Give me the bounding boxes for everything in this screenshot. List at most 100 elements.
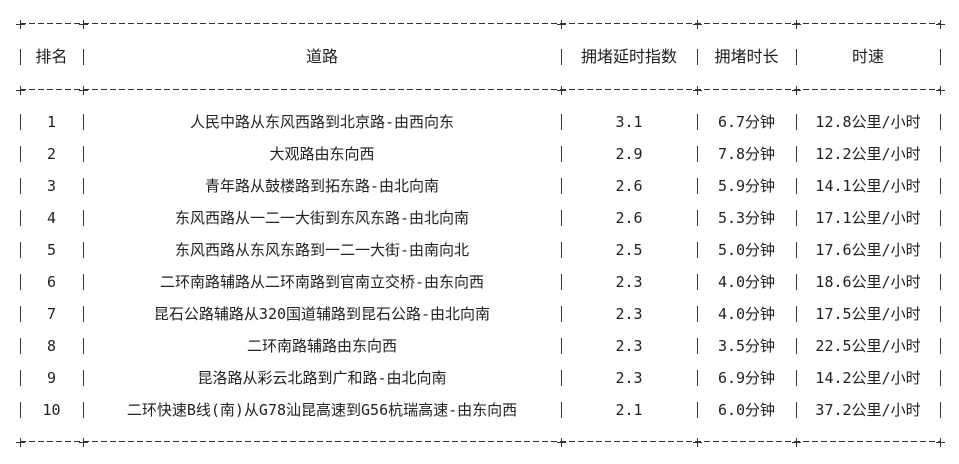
rule-junction xyxy=(16,86,25,95)
table-rule xyxy=(20,441,941,442)
rule-junction xyxy=(936,86,945,95)
rule-junction xyxy=(557,86,566,95)
column-separator xyxy=(940,242,941,258)
column-separator xyxy=(796,49,797,65)
column-separator xyxy=(796,306,797,322)
column-separator xyxy=(697,146,698,162)
cell-delay-index: 2.3 xyxy=(615,337,643,355)
column-separator xyxy=(83,338,84,354)
cell-rank: 10 xyxy=(42,401,61,419)
column-separator xyxy=(796,146,797,162)
column-separator xyxy=(697,402,698,418)
cell-rank: 8 xyxy=(46,337,57,355)
rule-junction xyxy=(79,86,88,95)
column-separator xyxy=(940,114,941,130)
cell-speed: 14.1公里/小时 xyxy=(815,177,921,195)
column-separator xyxy=(796,210,797,226)
rule-junction xyxy=(693,86,702,95)
cell-duration: 7.8分钟 xyxy=(717,145,776,163)
column-separator xyxy=(83,274,84,290)
rule-junction xyxy=(792,20,801,29)
cell-rank: 3 xyxy=(46,177,57,195)
cell-speed: 17.1公里/小时 xyxy=(815,209,921,227)
column-separator xyxy=(796,274,797,290)
rule-junction xyxy=(936,20,945,29)
cell-rank: 1 xyxy=(46,113,57,131)
column-separator xyxy=(561,402,562,418)
cell-rank: 5 xyxy=(46,241,57,259)
column-separator xyxy=(940,274,941,290)
cell-road: 昆洛路从彩云北路到广和路-由北向南 xyxy=(197,369,447,387)
cell-delay-index: 2.6 xyxy=(615,209,643,227)
column-separator xyxy=(561,178,562,194)
cell-rank: 6 xyxy=(46,273,57,291)
cell-rank: 2 xyxy=(46,145,57,163)
cell-road: 青年路从鼓楼路到拓东路-由北向南 xyxy=(204,177,440,195)
cell-duration: 6.7分钟 xyxy=(717,113,776,131)
column-separator xyxy=(83,114,84,130)
column-separator xyxy=(697,49,698,65)
column-separator xyxy=(796,178,797,194)
cell-delay-index: 2.3 xyxy=(615,305,643,323)
column-separator xyxy=(796,242,797,258)
cell-rank: 9 xyxy=(46,369,57,387)
header-road: 道路 xyxy=(305,47,338,66)
column-separator xyxy=(20,370,21,386)
column-separator xyxy=(83,370,84,386)
column-separator xyxy=(561,242,562,258)
column-separator xyxy=(697,242,698,258)
column-separator xyxy=(697,306,698,322)
rule-junction xyxy=(16,438,25,447)
header-duration: 拥堵时长 xyxy=(714,47,779,66)
column-separator xyxy=(796,114,797,130)
rule-junction xyxy=(557,438,566,447)
cell-duration: 5.0分钟 xyxy=(717,241,776,259)
cell-duration: 6.0分钟 xyxy=(717,401,776,419)
cell-delay-index: 2.6 xyxy=(615,177,643,195)
column-separator xyxy=(561,274,562,290)
cell-duration: 6.9分钟 xyxy=(717,369,776,387)
column-separator xyxy=(697,338,698,354)
column-separator xyxy=(561,306,562,322)
column-separator xyxy=(697,178,698,194)
column-separator xyxy=(20,49,21,65)
cell-road: 二环南路辅路由东向西 xyxy=(246,337,397,355)
column-separator xyxy=(940,49,941,65)
cell-road: 二环快速B线(南)从G78汕昆高速到G56杭瑞高速-由东向西 xyxy=(126,401,518,419)
cell-road: 人民中路从东风西路到北京路-由西向东 xyxy=(189,113,455,131)
cell-road: 二环南路辅路从二环南路到官南立交桥-由东向西 xyxy=(159,273,485,291)
column-separator xyxy=(20,338,21,354)
cell-delay-index: 3.1 xyxy=(615,113,643,131)
cell-speed: 17.5公里/小时 xyxy=(815,305,921,323)
cell-speed: 14.2公里/小时 xyxy=(815,369,921,387)
rule-junction xyxy=(693,438,702,447)
column-separator xyxy=(940,370,941,386)
cell-delay-index: 2.1 xyxy=(615,401,643,419)
column-separator xyxy=(561,370,562,386)
cell-road: 东风西路从一二一大街到东风东路-由北向南 xyxy=(174,209,470,227)
rule-junction xyxy=(79,20,88,29)
cell-duration: 4.0分钟 xyxy=(717,273,776,291)
cell-speed: 12.8公里/小时 xyxy=(815,113,921,131)
cell-duration: 4.0分钟 xyxy=(717,305,776,323)
column-separator xyxy=(796,338,797,354)
cell-delay-index: 2.5 xyxy=(615,241,643,259)
column-separator xyxy=(83,49,84,65)
column-separator xyxy=(561,49,562,65)
cell-road: 东风西路从东风东路到一二一大街-由南向北 xyxy=(174,241,470,259)
column-separator xyxy=(83,210,84,226)
cell-speed: 18.6公里/小时 xyxy=(815,273,921,291)
column-separator xyxy=(20,210,21,226)
rule-junction xyxy=(557,20,566,29)
column-separator xyxy=(940,210,941,226)
cell-road: 大观路由东向西 xyxy=(269,145,375,163)
header-speed: 时速 xyxy=(851,47,884,66)
cell-delay-index: 2.9 xyxy=(615,145,643,163)
column-separator xyxy=(561,146,562,162)
column-separator xyxy=(940,338,941,354)
column-separator xyxy=(697,114,698,130)
column-separator xyxy=(561,210,562,226)
cell-delay-index: 2.3 xyxy=(615,273,643,291)
table-rule xyxy=(20,89,941,90)
column-separator xyxy=(697,210,698,226)
